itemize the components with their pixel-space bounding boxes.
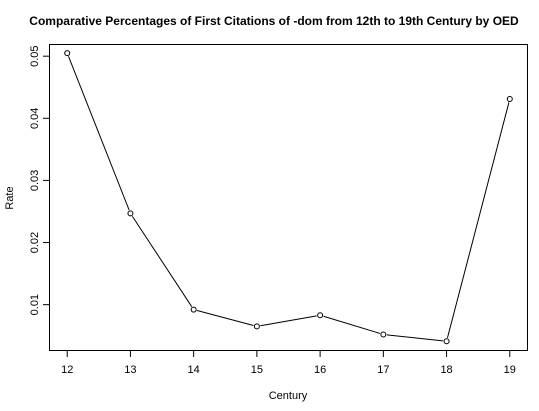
x-tick-label: 15 <box>251 364 263 376</box>
x-tick-label: 14 <box>188 364 200 376</box>
x-tick-label: 13 <box>124 364 136 376</box>
data-point <box>253 323 260 330</box>
series-line-segment <box>260 315 317 327</box>
x-tick-label: 16 <box>314 364 326 376</box>
x-tick-label: 18 <box>440 364 452 376</box>
data-point <box>64 50 71 57</box>
y-axis: 0.01 0.02 0.03 0.04 0.05 <box>29 45 50 315</box>
data-point <box>317 312 324 319</box>
x-tick-label: 19 <box>504 364 516 376</box>
chart-title: Comparative Percentages of First Citatio… <box>29 14 519 28</box>
y-tick-label: 0.02 <box>29 232 41 253</box>
y-tick-label: 0.03 <box>29 170 41 191</box>
data-point <box>127 210 134 217</box>
y-axis-label: Rate <box>4 186 16 209</box>
data-point <box>443 338 450 345</box>
y-tick-label: 0.05 <box>29 45 41 66</box>
series-line-segment <box>68 56 130 211</box>
series-group <box>64 50 513 345</box>
data-point <box>380 331 387 338</box>
x-axis: 12 13 14 15 16 17 18 19 <box>61 350 516 376</box>
series-line-segment <box>446 102 510 339</box>
x-tick-label: 12 <box>61 364 73 376</box>
series-line-segment <box>131 215 193 307</box>
series-line-segment <box>386 334 444 342</box>
data-point <box>190 306 197 313</box>
data-point <box>506 96 513 103</box>
series-line-segment <box>323 315 381 334</box>
series-line-segment <box>196 310 254 326</box>
y-tick-label: 0.04 <box>29 108 41 129</box>
x-tick-label: 17 <box>377 364 389 376</box>
x-axis-label: Century <box>269 390 308 402</box>
y-tick-label: 0.01 <box>29 294 41 315</box>
